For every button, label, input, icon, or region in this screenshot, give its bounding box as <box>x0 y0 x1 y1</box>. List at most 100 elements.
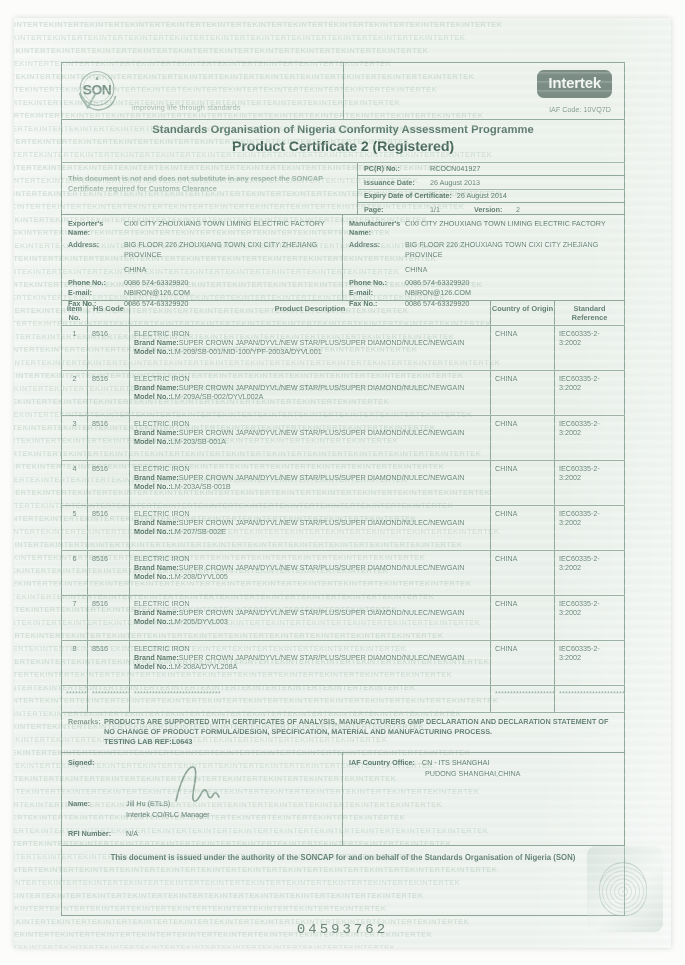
cell-standard-reference: IEC60335-2-3:2002 <box>559 598 600 617</box>
product-name: ELECTRIC IRON <box>134 463 190 473</box>
cell-country-of-origin: CHINA <box>491 640 555 685</box>
signed-line: Signed: <box>68 758 336 767</box>
signer-name-line: Name: Jill Hu (ETLS) <box>68 799 328 808</box>
cell-product-description: ELECTRIC IRON Brand Name:SUPER CROWN JAPA… <box>130 370 491 415</box>
cell-standard-reference: IEC60335-2-3:2002 <box>559 418 600 437</box>
son-tagline: improving life through standards <box>132 102 241 112</box>
terminator-standard: ***************************** <box>559 688 624 698</box>
exporter-email-line: E-mail: NBIRON@126.COM <box>68 288 336 298</box>
cell-product-description: ELECTRIC IRON Brand Name:SUPER CROWN JAPA… <box>130 550 491 595</box>
exporter-address-line: Address: BIG FLOOR 226 ZHOUXIANG TOWN CI… <box>68 240 336 259</box>
version-label: Version: <box>474 204 503 214</box>
manufacturer-fax-line: Fax No.: 0086 574-63329920 <box>349 299 618 309</box>
product-brand: Brand Name:SUPER CROWN JAPAN/DYVL/NEW ST… <box>134 652 465 662</box>
product-model: Model No.:LM-208A/DYVL208A <box>134 662 238 671</box>
iaf-office-value: CN - ITS SHANGHAI <box>421 758 490 768</box>
exporter-fax-label: Fax No.: <box>68 298 97 308</box>
cell-item-no: 5 <box>62 505 88 550</box>
cell-item-no: 2 <box>62 370 88 415</box>
product-model: Model No.:LM-208/DYVL005 <box>134 572 228 581</box>
col-header-country-of-origin: Country of Origin <box>491 300 555 325</box>
cell-country-of-origin: CHINA <box>491 550 555 595</box>
manufacturer-country-value: CHINA <box>405 265 428 275</box>
manufacturer-email-value: NBIRON@126.COM <box>405 288 472 298</box>
notice-and-meta-row: This document is not and does not substi… <box>62 162 624 215</box>
intertek-logo: Intertek <box>537 70 612 99</box>
exporter-name-label: Exporter's Name: <box>68 218 104 237</box>
svg-text:SON: SON <box>83 83 112 98</box>
cell-item-no: 1 <box>62 325 88 370</box>
table-row: 2 8516 ELECTRIC IRON Brand Name:SUPER CROWN… <box>62 370 624 416</box>
signed-label: Signed: <box>68 758 95 768</box>
handwritten-signature <box>175 766 220 803</box>
remarks-body: PRODUCTS ARE SUPPORTED WITH CERTIFICATES… <box>104 717 618 748</box>
col-header-item-no: Item No. <box>62 300 88 325</box>
signature-block: Signed: Name: Jill Hu (ETLS) Intertek CO… <box>62 753 343 846</box>
terminator-country: ***************************** <box>491 685 555 712</box>
exporter-name-value: CIXI CITY ZHOUXIANG TOWN LIMING ELECTRIC… <box>124 218 325 228</box>
manufacturer-phone-label: Phone No.: <box>349 277 387 287</box>
cell-standard-reference: IEC60335-2-3:2002 <box>559 643 600 662</box>
rfi-label: RFI Number: <box>68 828 112 838</box>
exporter-phone-line: Phone No.: 0086 574-63329920 <box>68 278 336 288</box>
disclaimer-notice: This document is not and does not substi… <box>62 162 358 214</box>
cell-country-of-origin: CHINA <box>491 460 555 505</box>
product-name: ELECTRIC IRON <box>134 643 190 653</box>
certificate-document: SON improving life through standards Int… <box>61 62 625 916</box>
scanned-certificate-paper: INTERTEKINTERTEKINTERTEKINTERTEKINTERTEK… <box>14 18 671 948</box>
product-brand: Brand Name:SUPER CROWN JAPAN/DYVL/NEW ST… <box>134 382 465 392</box>
meta-issuance-date: Issuance Date: 26 August 2013 <box>358 176 624 190</box>
cell-standard-reference: IEC60335-2-3:2002 <box>559 508 600 527</box>
product-brand: Brand Name:SUPER CROWN JAPAN/DYVL/NEW ST… <box>134 517 465 527</box>
product-model: Model No.:LM-203/SB-001A <box>134 437 226 446</box>
exporter-fax-value: 0086 574-63329920 <box>124 298 189 308</box>
product-model: Model No.:LM-207/SB-002E <box>134 527 226 536</box>
cell-item-no: 6 <box>62 550 88 595</box>
cell-hs-code: 8516 <box>88 640 130 685</box>
rfi-line: RFI Number: N/A <box>68 829 328 838</box>
exporter-address-label: Address: <box>68 239 100 249</box>
terminator-hs-code: ***************************** <box>88 685 130 712</box>
iaf-office-label: IAF Country Office: <box>349 758 415 768</box>
product-table-header: Item No. HS Code Product Description Cou… <box>62 300 624 326</box>
exporter-name-line: Exporter's Name: CIXI CITY ZHOUXIANG TOW… <box>68 219 336 237</box>
cell-standard-reference: IEC60335-2-3:2002 <box>559 553 600 572</box>
manufacturer-name-label: Manufacturer's Name: <box>349 218 401 237</box>
exporter-country-value: CHINA <box>124 265 147 275</box>
version-value: 2 <box>516 204 520 214</box>
table-row: 6 8516 ELECTRIC IRON Brand Name:SUPER CROWN… <box>62 550 624 596</box>
cell-hs-code: 8516 <box>88 550 130 595</box>
cell-product-description: ELECTRIC IRON Brand Name:SUPER CROWN JAPA… <box>130 640 491 685</box>
meta-pcr-no: PC(R) No.: RCOCN041927 <box>358 163 624 177</box>
product-model: Model No.:LM-205/DYVL003 <box>134 617 228 626</box>
certificate-meta: PC(R) No.: RCOCN041927 Issuance Date: 26… <box>358 163 624 214</box>
cell-hs-code: 8516 <box>88 595 130 640</box>
iaf-code-label: IAF Code: 10VQ7D <box>549 104 611 114</box>
cell-product-description: ELECTRIC IRON Brand Name:SUPER CROWN JAPA… <box>130 505 491 550</box>
header-right: Intertek IAF Code: 10VQ7D <box>344 63 624 119</box>
terminator-description: ***************************** <box>130 685 491 712</box>
certificate-header: SON improving life through standards Int… <box>62 63 624 120</box>
programme-title: Standards Organisation of Nigeria Confor… <box>152 124 534 136</box>
expiry-date-label: Expiry Date of Certificate: <box>364 191 452 201</box>
product-name: ELECTRIC IRON <box>134 328 190 338</box>
exporter-block: Exporter's Name: CIXI CITY ZHOUXIANG TOW… <box>62 214 343 308</box>
product-brand: Brand Name:SUPER CROWN JAPAN/DYVL/NEW ST… <box>134 427 465 437</box>
table-row: 3 8516 ELECTRIC IRON Brand Name:SUPER CROWN… <box>62 415 624 461</box>
manufacturer-address-line: Address: BIG FLOOR 226 ZHOUXIANG TOWN CI… <box>349 240 618 259</box>
cell-hs-code: 8516 <box>88 505 130 550</box>
parties-row: Exporter's Name: CIXI CITY ZHOUXIANG TOW… <box>62 214 624 308</box>
pcr-no-value: RCOCN041927 <box>430 164 481 174</box>
signer-name-value: Jill Hu (ETLS) <box>126 798 171 808</box>
cell-item-no: 4 <box>62 460 88 505</box>
exporter-email-value: NBIRON@126.COM <box>124 288 191 298</box>
signature-row: Signed: Name: Jill Hu (ETLS) Intertek CO… <box>62 753 624 847</box>
exporter-fax-line: Fax No.: 0086 574-63329920 <box>68 299 336 309</box>
cell-hs-code: 8516 <box>88 370 130 415</box>
exporter-phone-value: 0086 574-63329920 <box>124 277 189 287</box>
page-title: Product Certificate 2 (Registered) <box>231 139 455 156</box>
exporter-email-label: E-mail: <box>68 288 92 298</box>
product-name: ELECTRIC IRON <box>134 418 190 428</box>
header-left: SON improving life through standards <box>62 63 344 119</box>
authority-footer: This document is issued under the author… <box>110 853 576 863</box>
